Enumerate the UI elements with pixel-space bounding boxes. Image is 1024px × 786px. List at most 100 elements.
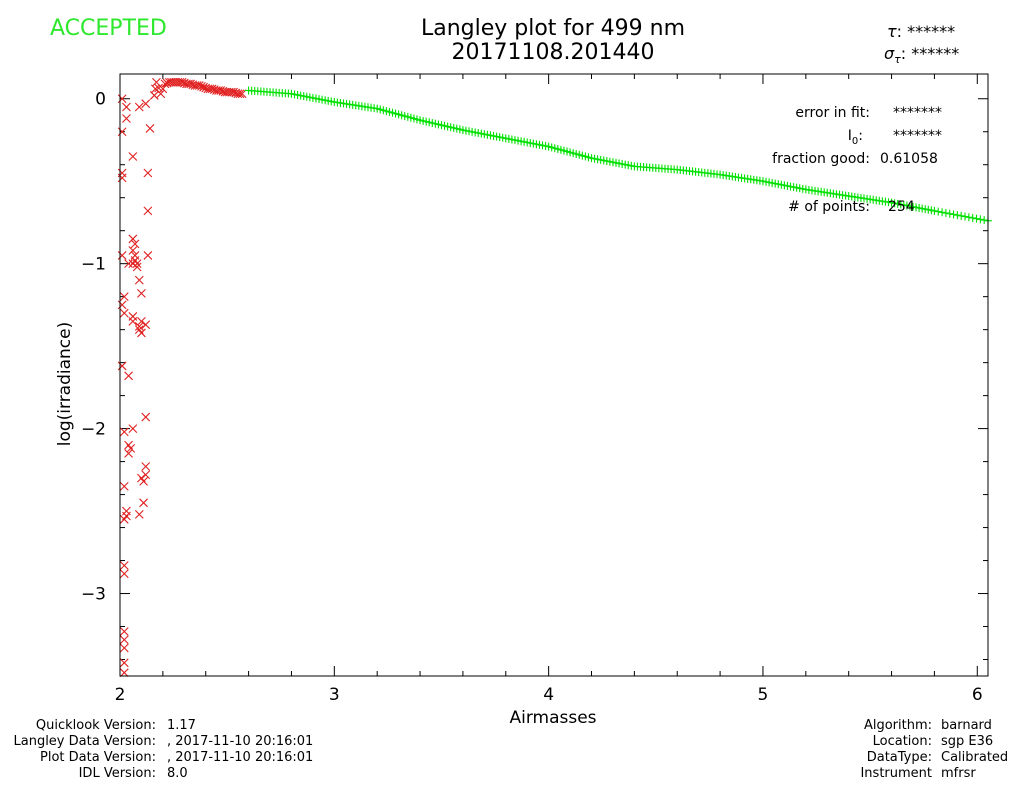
accepted-point: [953, 211, 962, 220]
rejected-point: [134, 102, 144, 112]
footer-left-value: , 2017-11-10 20:16:01: [167, 750, 314, 765]
rejected-point: [122, 102, 131, 112]
points-label: # of points:: [788, 199, 870, 215]
rejected-point: [134, 509, 144, 519]
rejected-point: [119, 668, 129, 678]
footer-right-label: DataType:: [866, 750, 932, 765]
rejected-point: [119, 308, 129, 318]
rejected-point: [119, 658, 129, 668]
rejected-point: [119, 292, 129, 302]
rejected-point: [119, 427, 129, 437]
y-tick-label: −2: [81, 420, 106, 440]
axis-ticks: 2 3 4 5 6 0 −1 −2 −3: [81, 74, 988, 705]
footer-right-label: Instrument: [860, 766, 932, 781]
rejected-point: [143, 251, 153, 260]
rejected-point: [141, 99, 151, 109]
rejected-point: [128, 424, 138, 433]
footer-right-value: sgp E36: [941, 734, 994, 749]
rejected-point: [158, 84, 168, 94]
rejected-point: [134, 321, 144, 331]
rejected-point: [141, 412, 151, 422]
rejected-point: [139, 476, 148, 486]
accepted-point: [938, 208, 947, 217]
rejected-point: [141, 462, 151, 471]
footer-right-label: Algorithm:: [863, 718, 932, 733]
error-in-fit-label: error in fit:: [795, 105, 870, 121]
rejected-point: [119, 569, 129, 579]
rejected-point: [130, 239, 140, 249]
rejected-point: [119, 481, 129, 491]
rejected-point: [132, 262, 142, 272]
fraction-good-value: 0.61058: [880, 151, 938, 167]
accepted-point: [930, 206, 939, 215]
rejected-point: [235, 89, 245, 99]
accepted-point: [945, 209, 954, 218]
rejected-point: [150, 84, 160, 94]
rejected-point: [128, 246, 138, 255]
rejected-point: [233, 89, 243, 99]
rejected-point: [137, 317, 146, 326]
x-tick-label: 5: [758, 685, 769, 705]
rejected-point: [124, 259, 133, 269]
footer-left-value: , 2017-11-10 20:16:01: [167, 734, 314, 749]
rejected-point: [117, 361, 127, 371]
footer-right-value: mfrsr: [941, 766, 976, 781]
footer-right-labels: Algorithm: Location: DataType: Instrumen…: [820, 718, 932, 782]
footer-left-value: 8.0: [167, 766, 188, 781]
status-label: ACCEPTED: [50, 16, 167, 41]
rejected-point: [117, 251, 127, 260]
footer-right-value: barnard: [941, 718, 992, 733]
y-tick-label: −3: [81, 585, 106, 605]
rejected-point: [137, 288, 146, 298]
x-tick-label: 2: [115, 685, 126, 705]
rejected-point: [141, 470, 151, 480]
i0-sub: 0: [851, 135, 859, 147]
accepted-point: [964, 213, 973, 222]
accepted-point: [980, 216, 989, 225]
y-tick-label: 0: [95, 90, 106, 110]
footer-left-label: Quicklook Version:: [35, 718, 156, 733]
rejected-point: [222, 87, 232, 97]
sigma-tau-readout: στ: ******: [884, 44, 960, 67]
i0-symbol: I: [847, 128, 852, 144]
rejected-point: [139, 498, 148, 508]
accepted-point: [961, 212, 970, 221]
tau-readout: τ: ******: [887, 22, 956, 41]
rejected-point: [134, 275, 144, 285]
sigma-sub: τ: [894, 53, 901, 67]
accepted-point: [972, 214, 981, 223]
rejected-point: [128, 152, 138, 161]
x-tick-label: 3: [329, 685, 340, 705]
rejected-point: [119, 627, 129, 636]
points-value: 254: [888, 199, 915, 215]
rejected-point: [128, 234, 138, 244]
rejected-point: [124, 371, 133, 381]
i0-label: I0:: [847, 128, 863, 147]
accepted-point: [941, 209, 950, 218]
rejected-point: [220, 87, 230, 97]
y-tick-label: −1: [81, 255, 106, 275]
rejected-point: [126, 444, 136, 453]
rejected-point: [141, 320, 151, 330]
rejected-point: [117, 173, 127, 183]
x-tick-label: 4: [543, 685, 554, 705]
i0-value: *******: [893, 128, 942, 144]
rejected-point: [124, 448, 133, 458]
rejected-point: [137, 328, 146, 338]
sigma-symbol: σ: [884, 44, 895, 63]
sigma-tau-value: ******: [911, 44, 960, 63]
fraction-good-label: fraction good:: [772, 151, 870, 167]
rejected-point: [117, 300, 127, 310]
plot-frame: [119, 73, 989, 677]
footer-left-label: Plot Data Version:: [40, 750, 156, 765]
rejected-point: [117, 94, 127, 104]
tau-symbol: τ: [887, 22, 897, 41]
rejected-point: [143, 168, 153, 178]
rejected-point: [167, 77, 176, 87]
accepted-point: [957, 211, 966, 220]
rejected-point: [145, 124, 155, 133]
y-axis-label: log(irradiance): [55, 321, 75, 447]
tau-value: ******: [907, 22, 956, 41]
footer-left-values: 1.17 , 2017-11-10 20:16:01 , 2017-11-10 …: [167, 718, 313, 782]
